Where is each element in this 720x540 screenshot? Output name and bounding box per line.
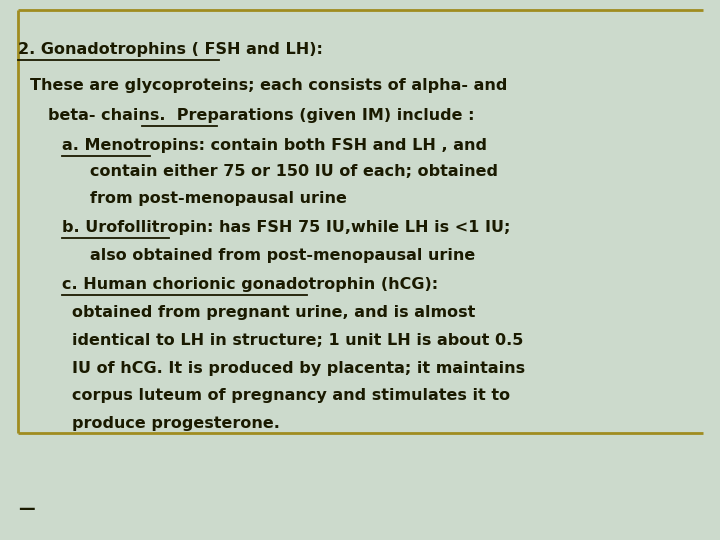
Text: corpus luteum of pregnancy and stimulates it to: corpus luteum of pregnancy and stimulate…	[72, 388, 510, 403]
Text: also obtained from post-menopausal urine: also obtained from post-menopausal urine	[90, 248, 475, 263]
Text: a. Menotropins: contain both FSH and LH , and: a. Menotropins: contain both FSH and LH …	[62, 138, 487, 153]
Text: —: —	[18, 500, 35, 518]
Text: produce progesterone.: produce progesterone.	[72, 416, 280, 431]
Text: beta- chains.  Preparations (given IM) include :: beta- chains. Preparations (given IM) in…	[48, 108, 474, 123]
Text: from post-menopausal urine: from post-menopausal urine	[90, 191, 347, 206]
Text: obtained from pregnant urine, and is almost: obtained from pregnant urine, and is alm…	[72, 305, 475, 320]
Text: IU of hCG. It is produced by placenta; it maintains: IU of hCG. It is produced by placenta; i…	[72, 361, 525, 376]
Text: identical to LH in structure; 1 unit LH is about 0.5: identical to LH in structure; 1 unit LH …	[72, 333, 523, 348]
Text: 2. Gonadotrophins ( FSH and LH):: 2. Gonadotrophins ( FSH and LH):	[18, 42, 323, 57]
Text: These are glycoproteins; each consists of alpha- and: These are glycoproteins; each consists o…	[30, 78, 508, 93]
Text: contain either 75 or 150 IU of each; obtained: contain either 75 or 150 IU of each; obt…	[90, 164, 498, 179]
Text: c. Human chorionic gonadotrophin (hCG):: c. Human chorionic gonadotrophin (hCG):	[62, 277, 438, 292]
Text: b. Urofollitropin: has FSH 75 IU,while LH is <1 IU;: b. Urofollitropin: has FSH 75 IU,while L…	[62, 220, 510, 235]
